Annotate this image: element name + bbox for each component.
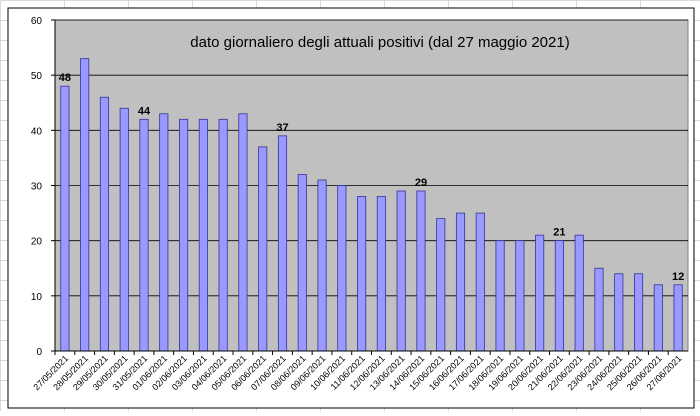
bar [376, 196, 386, 352]
bar [594, 267, 604, 352]
bar [159, 113, 169, 352]
bar [258, 146, 268, 352]
bar [455, 212, 466, 352]
y-tick-label: 50 [31, 71, 43, 82]
bar [337, 185, 347, 352]
y-tick-label: 0 [36, 347, 42, 358]
y-tick-label: 20 [31, 237, 43, 248]
y-tick-labels: 0 10 20 30 40 50 60 [31, 16, 43, 358]
bar [416, 190, 426, 352]
bar [238, 113, 248, 352]
bar [297, 174, 307, 352]
bar [495, 240, 505, 352]
data-label: 37 [276, 122, 288, 134]
data-label: 48 [59, 72, 71, 84]
y-tick-label: 40 [31, 126, 43, 137]
bar [198, 118, 208, 352]
axes [54, 20, 688, 355]
bar [277, 135, 288, 352]
bar [574, 234, 584, 352]
y-tick-label: 60 [31, 16, 43, 27]
bar [396, 190, 406, 352]
bar [673, 284, 683, 352]
bar [653, 284, 663, 352]
bar [218, 118, 228, 352]
bar [139, 118, 149, 352]
bar [357, 196, 367, 352]
bar [317, 179, 327, 352]
chart-title: dato giornaliero degli attuali positivi … [190, 34, 569, 51]
bar [99, 96, 110, 352]
bar [436, 218, 446, 352]
y-tick-label: 30 [31, 182, 43, 193]
bars [60, 58, 683, 352]
bar [614, 273, 624, 352]
data-label: 44 [138, 105, 151, 117]
bar [515, 240, 525, 352]
bar [535, 234, 545, 352]
bar [475, 212, 485, 352]
bar [633, 273, 644, 352]
y-tick-label: 10 [31, 292, 43, 303]
data-label: 21 [553, 227, 565, 239]
bar [119, 107, 129, 352]
data-label: 29 [415, 177, 427, 189]
bar [80, 58, 90, 352]
bar [60, 85, 70, 352]
bar [554, 240, 564, 352]
data-label: 12 [672, 271, 684, 283]
data-labels: 48 44 37 29 21 12 [59, 72, 684, 283]
bar [179, 118, 189, 352]
